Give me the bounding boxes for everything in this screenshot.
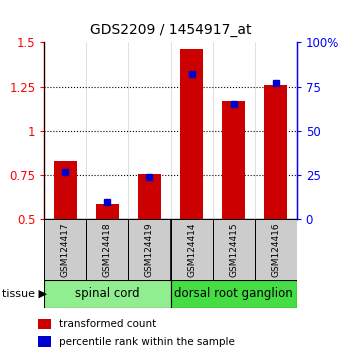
Text: GSM124416: GSM124416 (271, 222, 280, 277)
Text: dorsal root ganglion: dorsal root ganglion (174, 287, 293, 300)
Bar (44, 280, 170, 308)
Text: tissue ▶: tissue ▶ (2, 289, 47, 299)
Bar (170, 219, 212, 280)
Text: transformed count: transformed count (59, 319, 156, 329)
Bar (129, 219, 170, 280)
Text: percentile rank within the sample: percentile rank within the sample (59, 337, 235, 347)
Bar (54, 161, 77, 219)
Bar (44, 219, 86, 280)
Bar (180, 49, 203, 219)
Text: GSM124419: GSM124419 (145, 222, 154, 277)
Text: GSM124418: GSM124418 (103, 222, 112, 277)
Bar (38, 336, 51, 347)
Text: GSM124414: GSM124414 (187, 222, 196, 277)
Bar (264, 85, 287, 219)
Bar (38, 319, 51, 329)
Bar (170, 280, 297, 308)
Bar (222, 101, 245, 219)
Bar (255, 219, 297, 280)
Title: GDS2209 / 1454917_at: GDS2209 / 1454917_at (90, 23, 251, 37)
Text: spinal cord: spinal cord (75, 287, 140, 300)
Bar (96, 205, 119, 219)
Bar (86, 219, 129, 280)
Text: GSM124417: GSM124417 (61, 222, 70, 277)
Text: GSM124415: GSM124415 (229, 222, 238, 277)
Bar (138, 175, 161, 219)
Bar (212, 219, 255, 280)
